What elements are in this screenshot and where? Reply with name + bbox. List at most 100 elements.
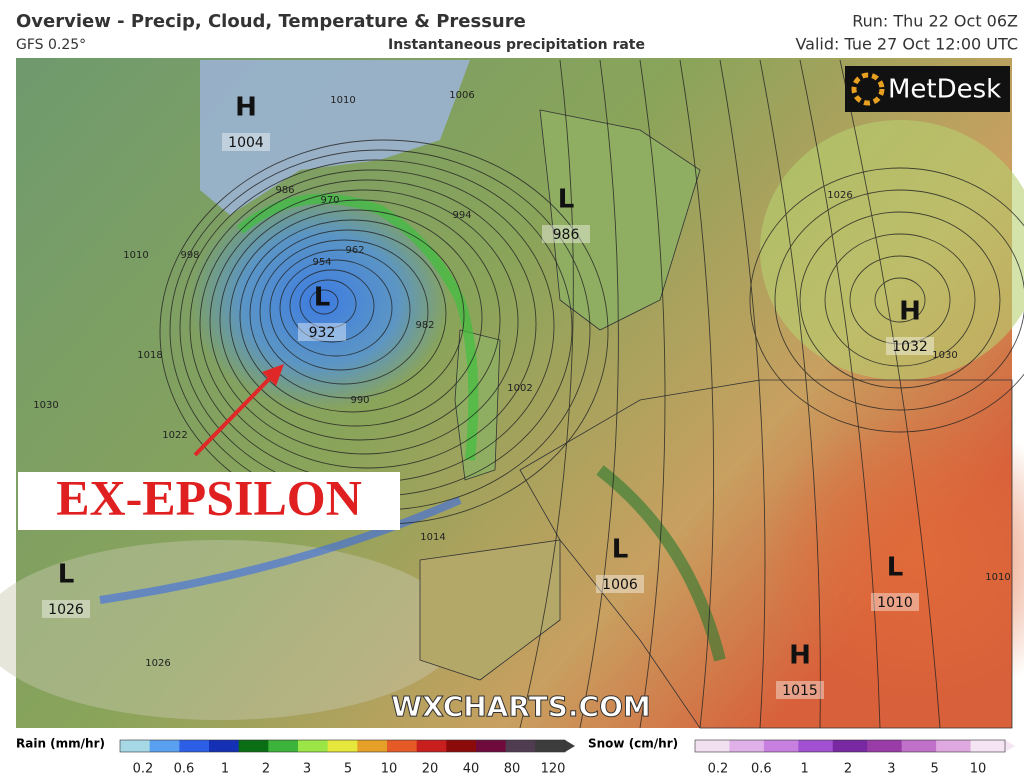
isobar [839,59,941,729]
center-value-box [871,593,919,611]
isobar [799,59,881,729]
europe-outline [519,379,1013,729]
center-value: 932 [309,325,336,341]
logo-box [845,66,1010,112]
product: Instantaneous precipitation rate [388,37,645,53]
annotation: EX-EPSILON [56,469,362,525]
center-value: 1026 [48,602,84,618]
isobar-label: 998 [180,250,199,261]
rain-bar-tip [565,740,575,752]
rain-tick-label: 5 [344,762,352,777]
rain-tick-label: 40 [463,762,480,777]
isobar [579,59,619,729]
center-value: 986 [553,227,580,243]
center-letter: H [899,297,921,327]
rain-tick-label: 3 [303,762,311,777]
isobar-label: 986 [275,185,294,196]
snow-swatch [695,740,730,752]
center-value: 1010 [877,595,913,611]
isobar [289,269,375,343]
rain-swatch [505,740,536,752]
isobar [639,59,666,729]
isobar [199,179,537,469]
center-value-box [542,225,590,243]
isobar [749,167,1024,433]
isobar [874,277,926,323]
rain-swatch [149,740,180,752]
isobar [679,59,715,729]
snow-tick-label: 1 [801,762,809,777]
center-letter: L [314,283,331,313]
isobar-label: 1026 [145,658,170,669]
rain-band [99,496,462,604]
logo-icon [851,72,885,106]
isobar-label: 1022 [162,430,187,441]
snow-tick-label: 10 [970,762,987,777]
center-letter: L [58,560,75,590]
center-letter: H [789,641,811,671]
isobar-label: 1010 [330,95,355,106]
rain-swatch [238,740,269,752]
rain-swatch [268,740,299,752]
rain-swatch [535,740,566,752]
isobar [309,289,339,315]
rain-band [596,465,726,662]
arrow [193,371,277,457]
center-value: 1015 [782,683,818,699]
center-value: 1006 [602,577,638,593]
rain-swatch [446,740,477,752]
isobar [774,189,1024,411]
snow-swatch [763,740,799,752]
rain-swatch [120,740,151,752]
isobar [299,279,357,329]
rain-swatch [298,740,329,752]
isobar-label: 962 [345,245,364,256]
isobar [209,189,519,455]
center-letter: L [887,553,904,583]
snow-tick-label: 0.2 [708,762,729,777]
isobar-label: 1010 [123,250,148,261]
rain-tick-label: 0.2 [133,762,154,777]
isobar-label: 994 [452,210,471,221]
isobar-label: 982 [415,320,434,331]
isobar [799,211,1001,389]
rain-tick-label: 2 [262,762,270,777]
isobar [519,59,574,729]
valid: Valid: Tue 27 Oct 12:00 UTC [795,35,1018,54]
greenland [200,60,470,215]
rain-swatch [179,740,210,752]
snow-legend-title: Snow (cm/hr) [588,737,678,751]
isobar [279,259,393,357]
watermark: WXCHARTS.COM [391,690,651,723]
isobar-label: 1006 [449,90,474,101]
isobar-label: 1002 [507,383,532,394]
isobar-label: 954 [312,257,331,268]
snow-tick-label: 5 [931,762,939,777]
isobar [269,249,411,371]
rain-tick-label: 120 [541,762,566,777]
run: Run: Thu 22 Oct 06Z [852,12,1018,31]
isobar-label: 990 [350,395,369,406]
center-value-box [596,575,644,593]
rain-swatch [387,740,418,752]
isobar-label: 1018 [137,350,162,361]
iberia [419,539,561,681]
isobar [824,233,976,367]
annotation-box [18,472,400,530]
center-value-box [222,133,270,151]
center-letter: H [235,93,257,123]
arrow-head [262,364,284,386]
rain-tick-label: 20 [422,762,439,777]
warm-area [760,410,1024,710]
rain-tick-label: 10 [381,762,398,777]
center-value: 1032 [892,339,928,355]
snow-swatch [901,740,937,752]
snow-swatch [832,740,868,752]
logo: MetDesk [888,75,1001,105]
map-labels: H 1004 L 986 L 932 H 1032 L 1026 L 1006 L 1010 H 1015 10… [33,90,1011,699]
snow-tick-label: 0.6 [751,762,772,777]
rain-swatch [357,740,388,752]
rain-tick-label: 80 [504,762,521,777]
legend: 0.2 0.6 1 2 3 5 10 20 40 80 120 0.2 0.6 1 2 3 5 10 [119,739,1015,777]
